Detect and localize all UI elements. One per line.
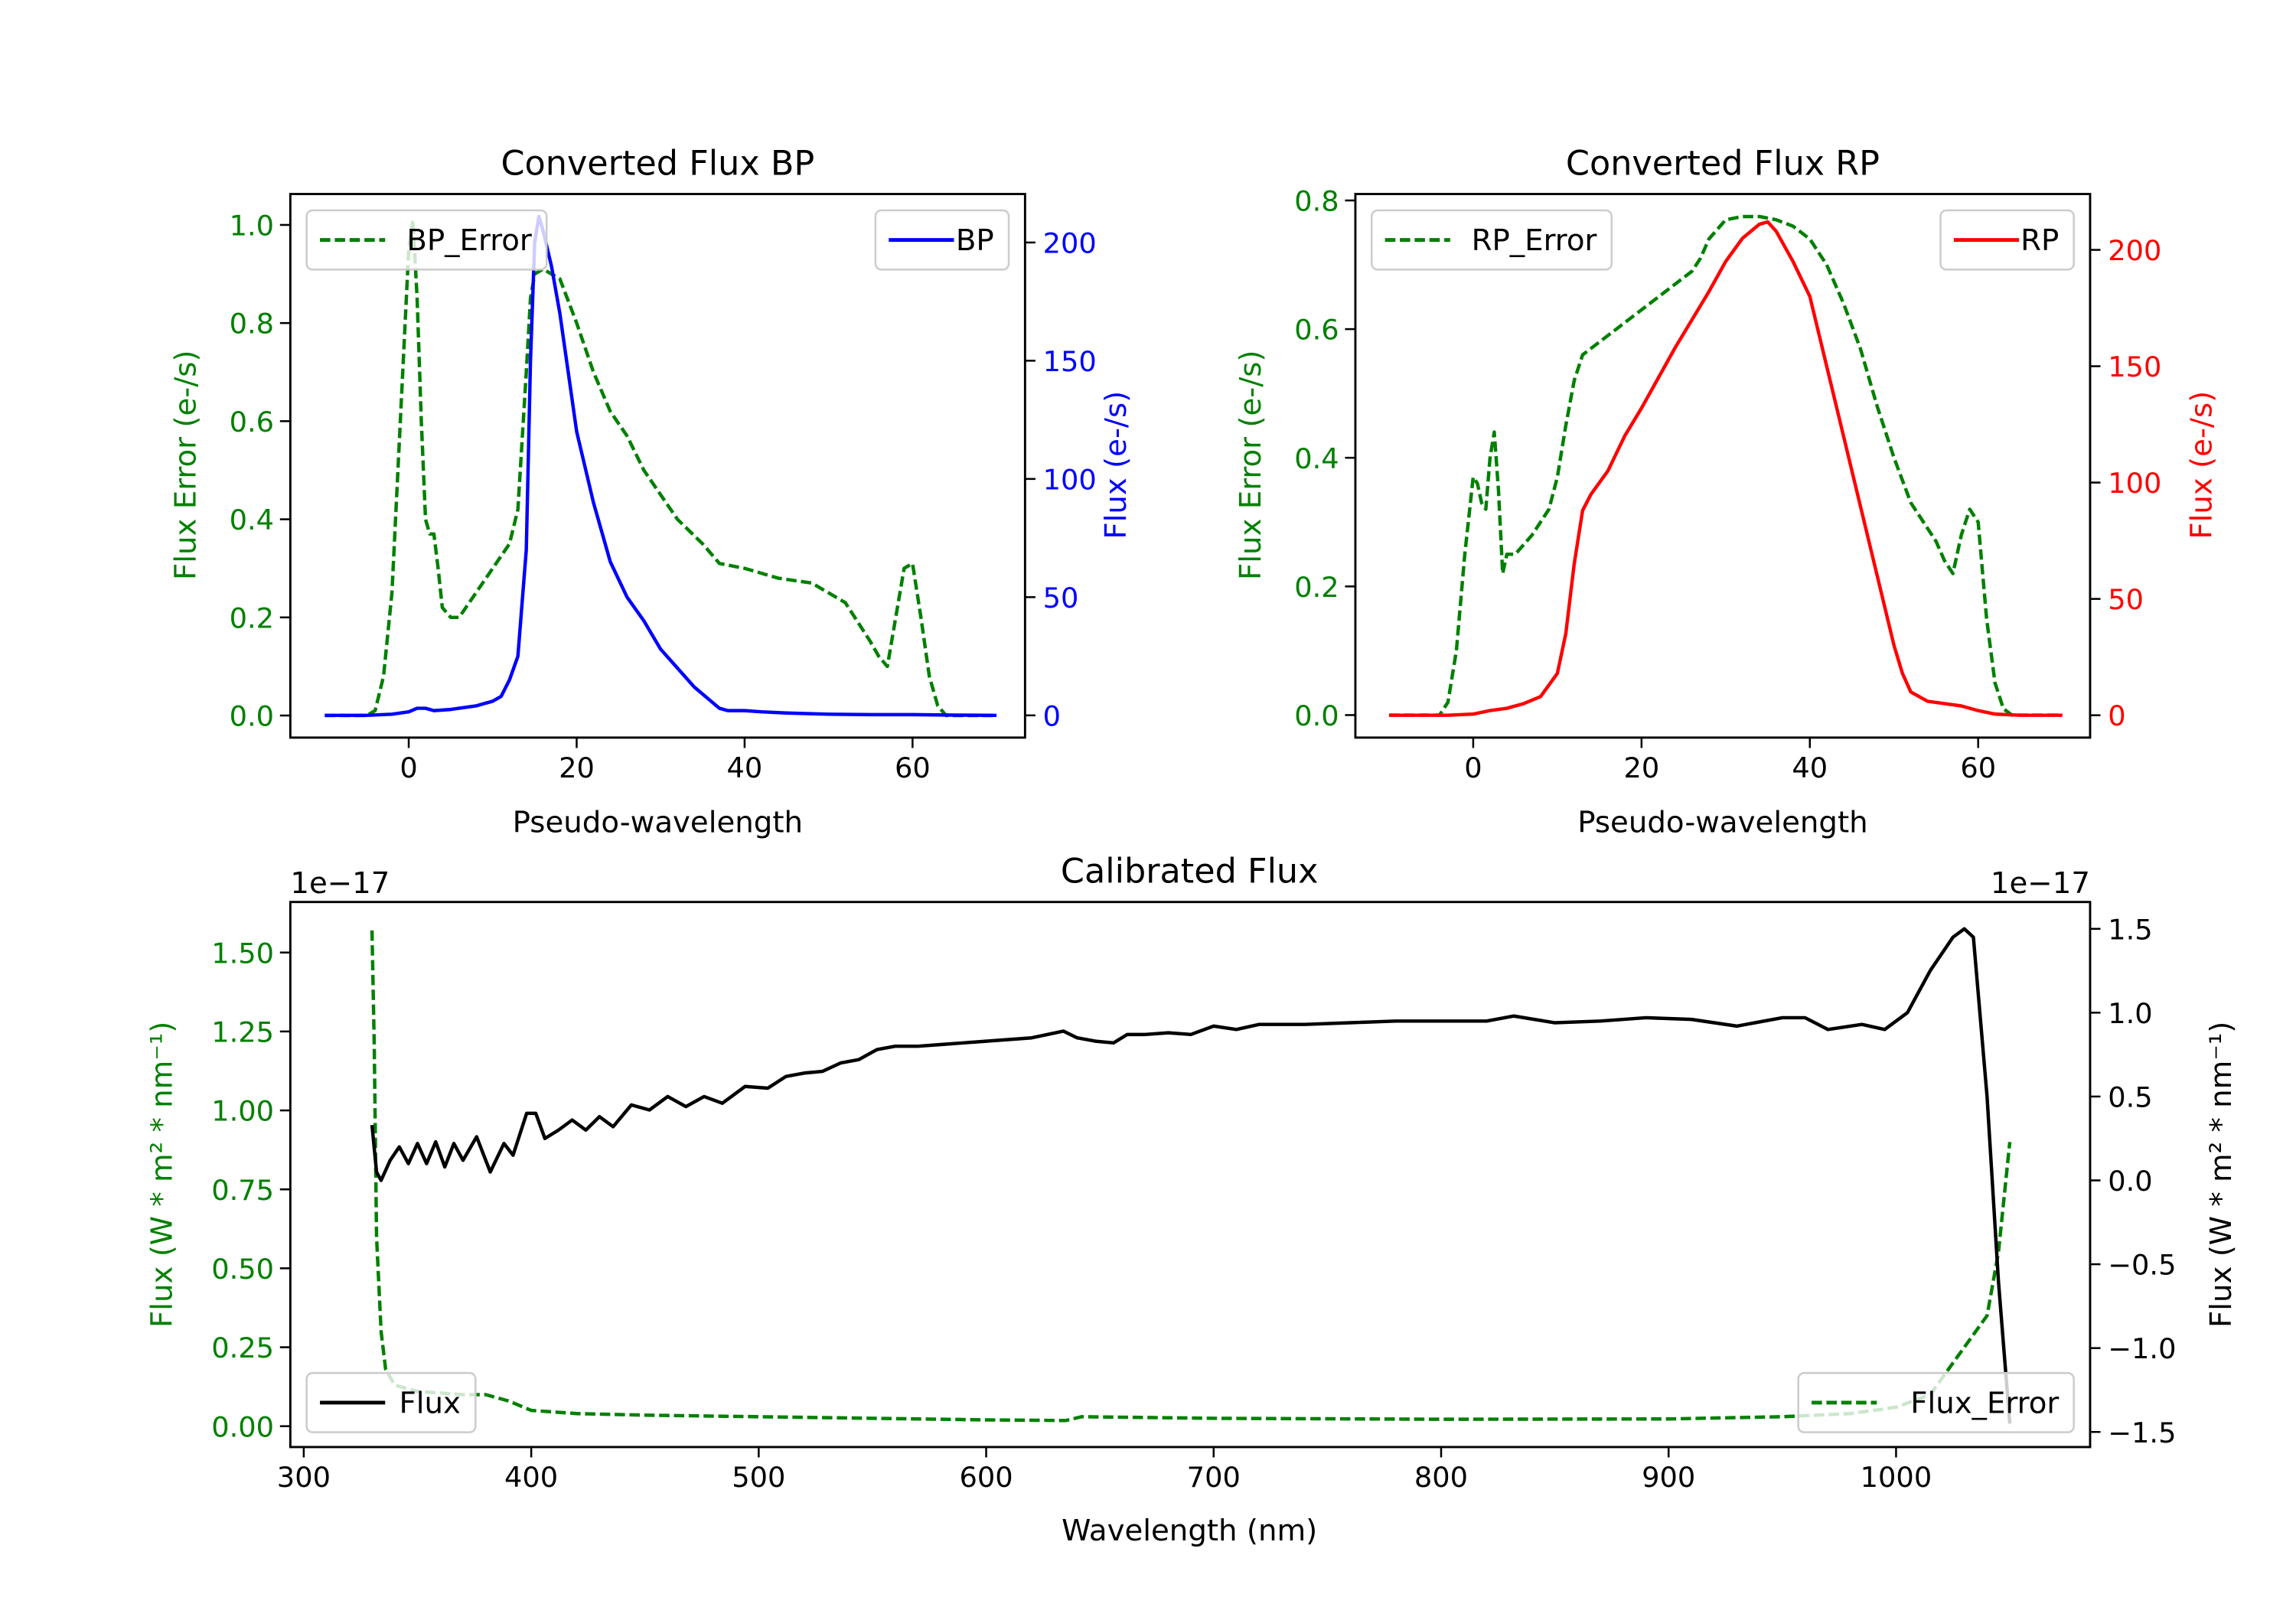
left-y-tick-label: 0.25 bbox=[211, 1332, 274, 1364]
x-tick-label: 40 bbox=[1792, 751, 1828, 784]
left-y-tick-label: 0.8 bbox=[230, 308, 274, 341]
bp-x-axis-label: Pseudo-wavelength bbox=[513, 806, 803, 840]
calibrated-chart-title: Calibrated Flux bbox=[1061, 852, 1319, 892]
calibrated-x-axis-label: Wavelength (nm) bbox=[1062, 1514, 1317, 1548]
series-line-rp-error bbox=[1388, 214, 2063, 717]
cal-axes-frame bbox=[289, 901, 2092, 1449]
calibrated-flux-chart: Calibrated Flux Wavelength (nm) Flux (W … bbox=[145, 852, 2239, 1548]
left-y-tick-label: 0.4 bbox=[1294, 442, 1339, 475]
legend-flux-error: Flux_Error bbox=[1797, 1371, 2075, 1433]
right-y-tick-label: 150 bbox=[1043, 345, 1097, 378]
series-line-bp bbox=[325, 214, 997, 718]
legend-box bbox=[305, 209, 548, 271]
left-y-tick-label: 1.0 bbox=[230, 209, 274, 242]
left-y-tick-label: 0.2 bbox=[230, 601, 274, 634]
legend-label: RP bbox=[2020, 223, 2059, 258]
rp-flux-chart: Converted Flux RP Pseudo-wavelength Flux… bbox=[1234, 144, 2219, 839]
right-y-tick-label: 0 bbox=[2108, 699, 2125, 732]
x-tick-label: 0 bbox=[1464, 751, 1482, 784]
x-tick-label: 900 bbox=[1642, 1461, 1695, 1494]
right-y-tick-label: 1.0 bbox=[2108, 997, 2152, 1030]
right-y-tick-label: 100 bbox=[1043, 463, 1097, 496]
x-tick-label: 400 bbox=[504, 1461, 558, 1494]
left-y-tick-label: 1.00 bbox=[211, 1095, 274, 1128]
x-tick-label: 40 bbox=[727, 751, 763, 784]
x-tick-label: 800 bbox=[1414, 1461, 1468, 1494]
left-y-tick-label: 0.0 bbox=[1294, 699, 1339, 732]
right-y-tick-label: 50 bbox=[2108, 583, 2144, 616]
right-y-tick-label: 200 bbox=[1043, 227, 1097, 259]
left-y-tick-label: 0.0 bbox=[230, 700, 274, 733]
right-y-tick-label: 150 bbox=[2108, 350, 2161, 383]
series-line-rp bbox=[1388, 220, 2063, 717]
bp-axes-frame bbox=[289, 193, 1026, 739]
right-offset-label: 1e−17 bbox=[1991, 866, 2090, 901]
x-tick-label: 500 bbox=[732, 1461, 785, 1494]
left-y-tick-label: 1.50 bbox=[211, 937, 274, 970]
rp-x-axis-label: Pseudo-wavelength bbox=[1577, 806, 1867, 840]
x-tick-label: 20 bbox=[1623, 751, 1659, 784]
right-y-tick-label: −1.0 bbox=[2108, 1332, 2176, 1365]
x-tick-label: 1000 bbox=[1861, 1461, 1932, 1494]
x-tick-label: 60 bbox=[895, 751, 931, 784]
right-y-tick-label: 200 bbox=[2108, 234, 2161, 267]
left-y-tick-label: 1.25 bbox=[211, 1015, 274, 1048]
right-y-tick-label: 1.5 bbox=[2108, 913, 2152, 946]
right-y-tick-label: 50 bbox=[1043, 582, 1079, 614]
legend-label: Flux bbox=[400, 1386, 461, 1420]
bp-left-y-axis-label: Flux Error (e-/s) bbox=[168, 350, 203, 580]
series-line-flux bbox=[370, 927, 2012, 1424]
left-offset-label: 1e−17 bbox=[290, 866, 390, 901]
legend-label: BP bbox=[956, 223, 994, 258]
right-y-tick-label: −0.5 bbox=[2108, 1249, 2176, 1282]
left-y-tick-label: 0.2 bbox=[1294, 571, 1339, 604]
legend-bp-error: BP_Error bbox=[305, 209, 548, 271]
legend-box bbox=[305, 1371, 477, 1433]
right-y-tick-label: 0 bbox=[1043, 699, 1061, 732]
legend-rp-error: RP_Error bbox=[1371, 209, 1613, 271]
rp-axes-frame bbox=[1354, 193, 2092, 739]
right-y-tick-label: 100 bbox=[2108, 467, 2161, 500]
legend-box bbox=[1797, 1371, 2075, 1433]
x-tick-label: 0 bbox=[400, 751, 417, 784]
x-tick-label: 600 bbox=[959, 1461, 1013, 1494]
legend-label: RP_Error bbox=[1472, 223, 1597, 258]
legend-bp: BP bbox=[874, 209, 1010, 271]
rp-chart-title: Converted Flux RP bbox=[1566, 144, 1880, 183]
left-y-tick-label: 0.6 bbox=[230, 406, 274, 438]
left-y-tick-label: 0.8 bbox=[1294, 185, 1339, 218]
legend-label: BP_Error bbox=[406, 223, 532, 258]
x-tick-label: 300 bbox=[277, 1461, 331, 1494]
right-y-tick-label: 0.5 bbox=[2108, 1081, 2152, 1113]
x-tick-label: 20 bbox=[559, 751, 595, 784]
legend-label: Flux_Error bbox=[1910, 1386, 2059, 1420]
x-tick-label: 60 bbox=[1960, 751, 1996, 784]
right-y-tick-label: −1.5 bbox=[2108, 1416, 2176, 1449]
left-y-tick-label: 0.50 bbox=[211, 1253, 274, 1286]
left-y-tick-label: 0.75 bbox=[211, 1174, 274, 1207]
rp-right-y-axis-label: Flux (e-/s) bbox=[2185, 391, 2219, 539]
bp-chart-title: Converted Flux BP bbox=[501, 144, 814, 183]
x-tick-label: 700 bbox=[1187, 1461, 1241, 1494]
left-y-tick-label: 0.4 bbox=[230, 504, 274, 536]
left-y-tick-label: 0.6 bbox=[1294, 314, 1339, 347]
calibrated-right-y-axis-label: Flux (W * m² * nm⁻¹) bbox=[2204, 1022, 2239, 1328]
bp-flux-chart: Converted Flux BP Pseudo-wavelength Flux… bbox=[168, 144, 1133, 839]
calibrated-left-y-axis-label: Flux (W * m² * nm⁻¹) bbox=[145, 1022, 180, 1328]
bp-right-y-axis-label: Flux (e-/s) bbox=[1099, 391, 1133, 539]
right-y-tick-label: 0.0 bbox=[2108, 1165, 2152, 1198]
legend-rp: RP bbox=[1939, 209, 2075, 271]
rp-left-y-axis-label: Flux Error (e-/s) bbox=[1234, 350, 1268, 580]
left-y-tick-label: 0.00 bbox=[211, 1410, 274, 1443]
legend-flux: Flux bbox=[305, 1371, 477, 1433]
legend-box bbox=[1371, 209, 1613, 271]
